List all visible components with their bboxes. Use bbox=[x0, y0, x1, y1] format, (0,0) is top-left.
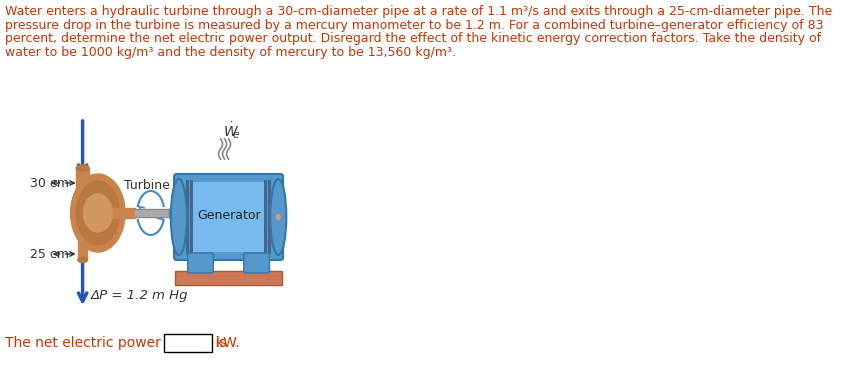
Ellipse shape bbox=[71, 174, 125, 252]
Text: Generator: Generator bbox=[197, 208, 261, 221]
Text: pressure drop in the turbine is measured by a mercury manometer to be 1.2 m. For: pressure drop in the turbine is measured… bbox=[5, 18, 823, 31]
Bar bbox=[135, 209, 176, 217]
Text: percent, determine the net electric power output. Disregard the effect of the ki: percent, determine the net electric powe… bbox=[5, 32, 821, 45]
Text: 30 cm: 30 cm bbox=[30, 176, 68, 190]
Ellipse shape bbox=[171, 179, 187, 255]
Ellipse shape bbox=[84, 194, 112, 232]
Bar bbox=[174, 271, 282, 285]
Ellipse shape bbox=[270, 179, 286, 255]
Ellipse shape bbox=[78, 258, 87, 262]
Ellipse shape bbox=[169, 205, 180, 221]
Ellipse shape bbox=[275, 213, 281, 221]
Text: $e$: $e$ bbox=[232, 130, 239, 140]
Text: $\dot{W}$: $\dot{W}$ bbox=[223, 122, 239, 140]
Text: ΔP = 1.2 m Hg: ΔP = 1.2 m Hg bbox=[91, 289, 188, 301]
Bar bbox=[76, 168, 89, 208]
Ellipse shape bbox=[76, 165, 89, 171]
Text: Water enters a hydraulic turbine through a 30-cm-diameter pipe at a rate of 1.1 : Water enters a hydraulic turbine through… bbox=[5, 5, 832, 18]
FancyBboxPatch shape bbox=[244, 253, 269, 273]
Bar bbox=[112, 208, 135, 218]
Bar bbox=[78, 218, 87, 260]
Bar bbox=[186, 180, 189, 254]
Text: Turbine: Turbine bbox=[124, 179, 170, 192]
Ellipse shape bbox=[76, 181, 120, 245]
Bar bbox=[190, 180, 193, 254]
Text: The net electric power output is: The net electric power output is bbox=[5, 336, 227, 350]
FancyBboxPatch shape bbox=[174, 174, 283, 260]
Bar bbox=[264, 180, 267, 254]
FancyBboxPatch shape bbox=[187, 253, 214, 273]
Bar bbox=[163, 334, 212, 352]
Bar bbox=[192, 182, 265, 252]
Text: kW.: kW. bbox=[215, 336, 240, 350]
Text: 25 cm: 25 cm bbox=[30, 248, 68, 261]
Text: water to be 1000 kg/m³ and the density of mercury to be 13,560 kg/m³.: water to be 1000 kg/m³ and the density o… bbox=[5, 45, 456, 59]
Bar bbox=[268, 180, 271, 254]
